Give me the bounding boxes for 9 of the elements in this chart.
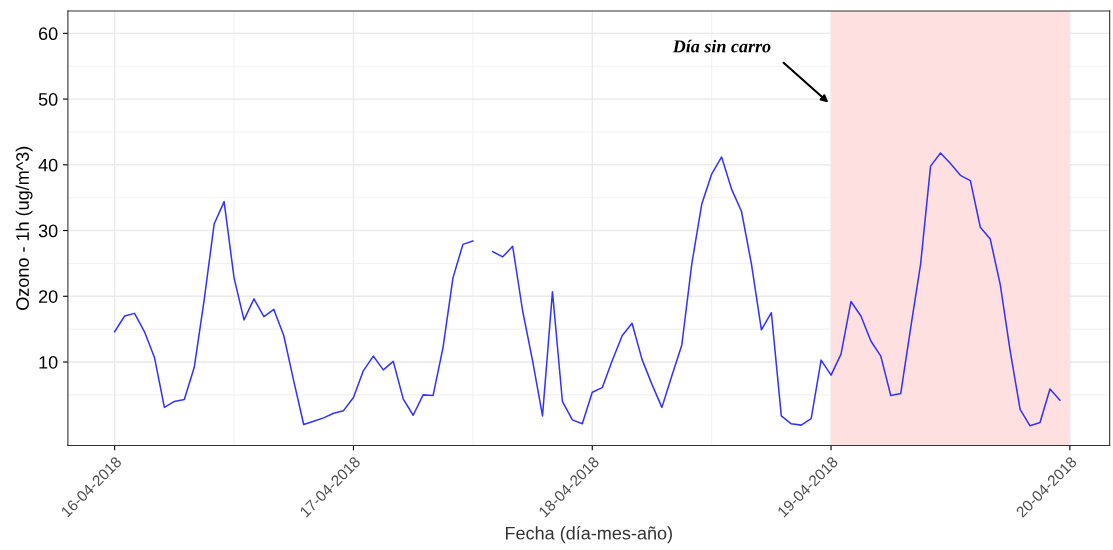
x-axis-title: Fecha (día-mes-año) [505,526,672,544]
y-axis-title: Ozono - 1h (ug/m^3) [15,146,33,310]
y-tick-label: 40 [38,158,58,172]
annotation: Día sin carro [672,39,771,53]
y-tick-label: 20 [39,290,58,303]
y-tick-label: 10 [39,355,58,369]
y-tick-label: 30 [38,224,58,238]
y-tick-label: 50 [38,93,58,106]
y-tick-label: 60 [39,27,58,41]
